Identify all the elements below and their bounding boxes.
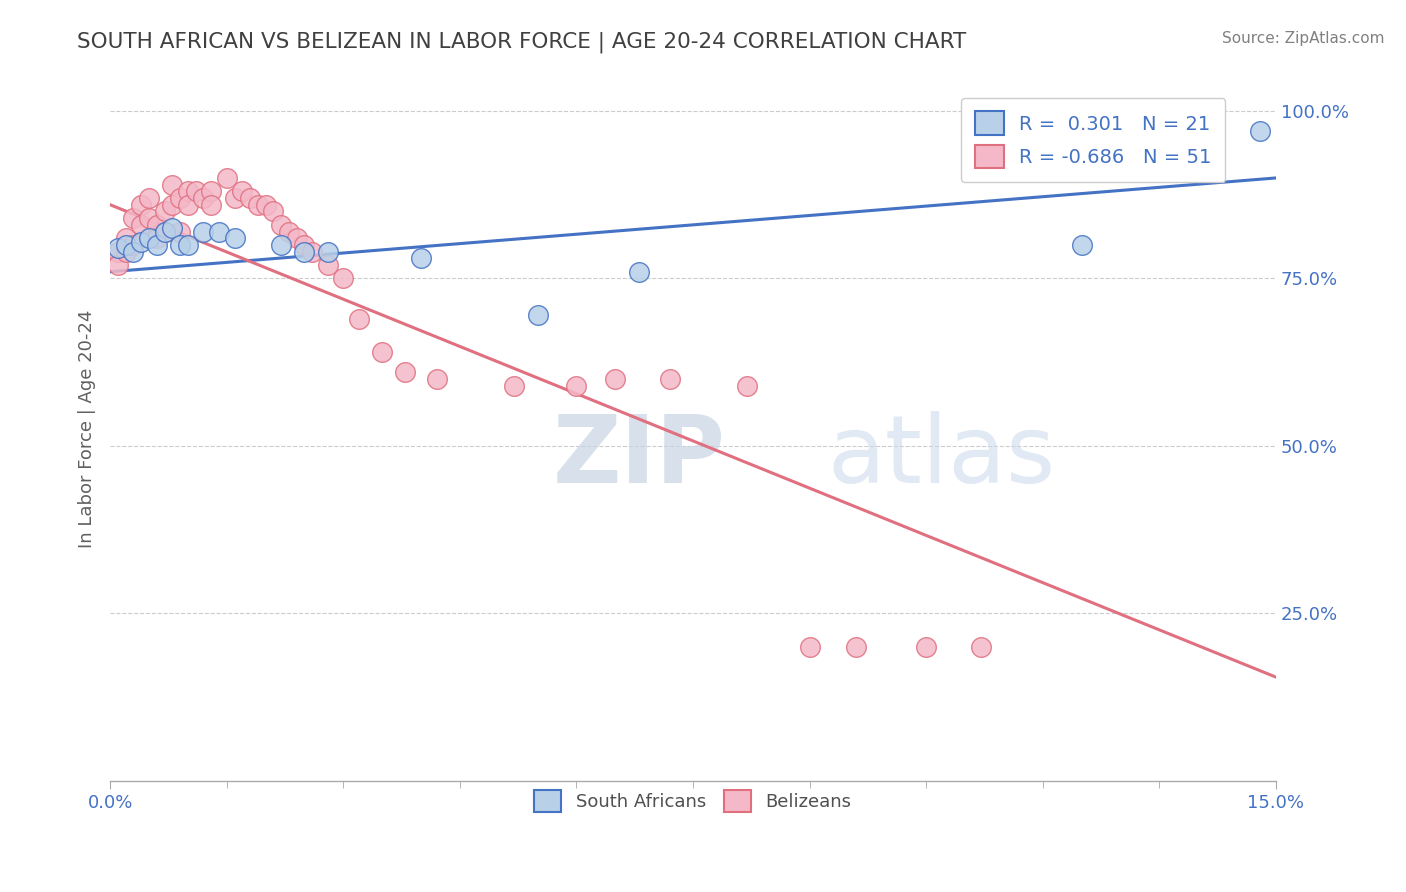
Text: atlas: atlas [827,411,1056,503]
Point [122,244,145,259]
Point [146,238,169,252]
Point [332,271,354,285]
Point [169,225,191,239]
Point [177,185,200,199]
Point [845,640,868,654]
Point [129,198,152,212]
Point [153,204,176,219]
Point [301,244,323,259]
Point [262,204,284,219]
Point [969,640,991,654]
Point [426,372,449,386]
Point [153,225,176,239]
Point [162,221,184,235]
Point [270,238,292,252]
Y-axis label: In Labor Force | Age 20-24: In Labor Force | Age 20-24 [79,310,96,549]
Point [114,244,136,259]
Point [138,211,160,226]
Point [208,225,231,239]
Point [1070,238,1092,252]
Point [254,198,277,212]
Point [193,191,215,205]
Point [239,191,262,205]
Point [246,198,269,212]
Point [231,185,253,199]
Point [169,238,191,252]
Point [1249,124,1271,138]
Point [146,231,169,245]
Point [737,378,759,392]
Point [107,258,129,272]
Point [129,235,152,249]
Point [409,252,432,266]
Point [193,225,215,239]
Point [799,640,821,654]
Point [114,238,136,252]
Point [394,365,416,379]
Point [153,225,176,239]
Point [658,372,681,386]
Point [371,345,394,359]
Point [177,198,200,212]
Point [915,640,938,654]
Point [294,238,316,252]
Point [224,191,246,205]
Point [138,231,160,245]
Point [526,308,548,322]
Point [146,218,169,232]
Point [294,244,316,259]
Point [605,372,627,386]
Point [316,258,339,272]
Point [114,231,136,245]
Point [215,170,238,185]
Point [122,211,145,226]
Point [200,198,222,212]
Point [627,265,650,279]
Point [138,191,160,205]
Legend: South Africans, Belizeans: South Africans, Belizeans [522,778,865,825]
Point [224,231,246,245]
Point [565,378,588,392]
Point [270,218,292,232]
Text: SOUTH AFRICAN VS BELIZEAN IN LABOR FORCE | AGE 20-24 CORRELATION CHART: SOUTH AFRICAN VS BELIZEAN IN LABOR FORCE… [77,31,966,53]
Point [285,231,308,245]
Point [177,238,200,252]
Point [503,378,526,392]
Point [347,311,370,326]
Point [129,218,152,232]
Text: Source: ZipAtlas.com: Source: ZipAtlas.com [1222,31,1385,46]
Point [200,185,222,199]
Point [316,244,339,259]
Text: ZIP: ZIP [553,411,725,503]
Point [277,225,299,239]
Point [107,241,129,255]
Point [107,244,129,259]
Point [184,185,207,199]
Point [122,238,145,252]
Point [169,191,191,205]
Point [162,178,184,192]
Point [162,198,184,212]
